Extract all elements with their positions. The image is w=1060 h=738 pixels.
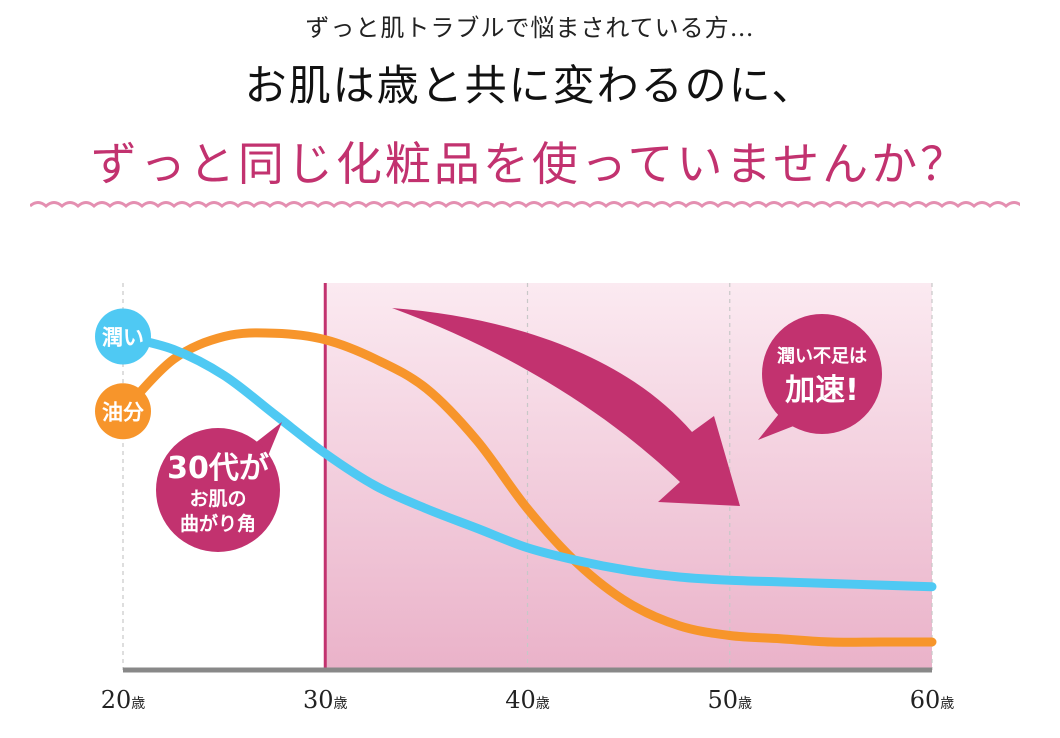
tick-label-50: 50歳 [707, 686, 752, 714]
tick-label-60: 60歳 [910, 686, 955, 714]
page-title-highlight: ずっと同じ化粧品を使っていませんか？ [90, 137, 970, 191]
turning-point-line-2: お肌の [189, 488, 246, 510]
acceleration-line-1: 潤い不足は [777, 346, 867, 367]
subtitle: ずっと肌トラブルで悩まされている方… [305, 14, 755, 42]
legend-bubble-oil [95, 383, 151, 440]
turning-point-line-3: 曲がり角 [180, 512, 256, 535]
tick-label-40: 40歳 [505, 686, 550, 714]
acceleration-bubble [762, 314, 882, 434]
legend-bubble-moisture [95, 308, 151, 365]
page-title: お肌は歳と共に変わるのに、 [244, 61, 816, 110]
decline-arrow-icon [392, 308, 740, 506]
turning-point-line-1: 30代が [167, 451, 269, 486]
tick-label-30: 30歳 [303, 686, 348, 714]
series-line-oil [118, 328, 937, 647]
series-line-moisture [118, 332, 937, 592]
acceleration-line-2: 加速! [785, 373, 859, 408]
legend-label-moisture: 潤い [102, 326, 144, 350]
tick-label-20: 20歳 [101, 686, 146, 714]
turning-point-bubble [156, 428, 280, 552]
legend-label-oil: 油分 [102, 400, 144, 424]
wavy-divider [30, 201, 1020, 208]
